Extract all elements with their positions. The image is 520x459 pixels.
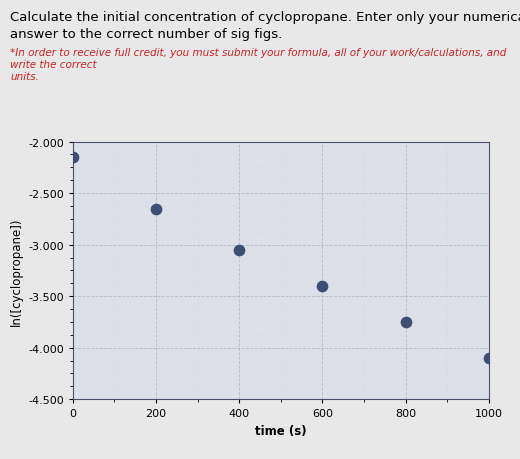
Point (318, 283, 327, 290)
Text: answer to the correct number of sig figs.: answer to the correct number of sig figs… (10, 28, 283, 40)
Text: Calculate the initial concentration of cyclopropane. Enter only your numerical: Calculate the initial concentration of c… (10, 11, 520, 24)
Point (152, 206, 160, 213)
X-axis label: time (s): time (s) (255, 424, 307, 437)
Point (485, 354, 493, 362)
Point (235, 246, 243, 254)
Point (69, 154, 77, 162)
Point (401, 319, 410, 326)
Text: *In order to receive full credit, you must submit your formula, all of your work: *In order to receive full credit, you mu… (10, 48, 507, 81)
Y-axis label: ln([cyclopropane]): ln([cyclopropane]) (9, 217, 22, 325)
